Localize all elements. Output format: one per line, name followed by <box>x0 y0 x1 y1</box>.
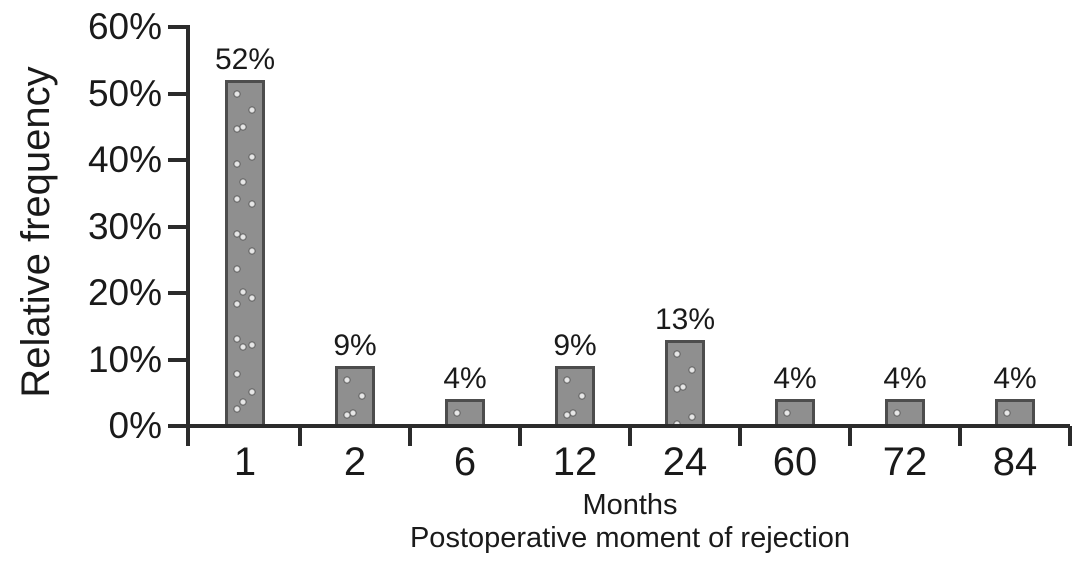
x-tick <box>628 426 632 446</box>
bar-value-label: 9% <box>553 329 597 363</box>
x-tick <box>298 426 302 446</box>
y-tick-label: 50% <box>87 72 162 114</box>
x-tick-label: 72 <box>882 440 928 484</box>
x-tick-label: 12 <box>552 440 598 484</box>
bar-value-label: 4% <box>993 362 1037 396</box>
y-tick <box>168 424 188 428</box>
y-axis-line <box>186 25 190 446</box>
y-tick-label: 30% <box>87 205 162 247</box>
bar-value-label: 52% <box>214 43 276 77</box>
y-tick <box>168 25 188 29</box>
bar-value-label: 4% <box>443 362 487 396</box>
bar-value-label: 4% <box>773 362 817 396</box>
x-tick <box>408 426 412 446</box>
x-tick-label: 6 <box>453 440 477 484</box>
x-tick-label: 2 <box>343 440 367 484</box>
bar <box>225 80 265 428</box>
bar-value-label: 4% <box>883 362 927 396</box>
x-tick <box>1068 426 1072 446</box>
x-tick <box>848 426 852 446</box>
x-axis-subtitle: Postoperative moment of rejection <box>409 522 851 554</box>
x-tick <box>738 426 742 446</box>
y-tick <box>168 291 188 295</box>
x-tick-label: 60 <box>772 440 818 484</box>
y-tick-label: 40% <box>87 139 162 180</box>
x-axis-title: Months <box>582 489 678 521</box>
y-tick-label: 20% <box>87 272 162 313</box>
y-tick-label: 60% <box>87 6 162 47</box>
x-tick-label: 24 <box>662 440 708 484</box>
bar <box>335 366 375 428</box>
y-tick-label: 10% <box>87 338 162 380</box>
bar <box>555 366 595 428</box>
y-tick <box>168 158 188 162</box>
x-tick <box>958 426 962 446</box>
y-tick <box>168 91 188 96</box>
y-tick <box>168 224 188 229</box>
x-tick-label: 84 <box>992 440 1038 484</box>
bar <box>665 339 705 428</box>
x-tick-label: 1 <box>233 440 257 484</box>
y-tick-label: 0% <box>108 405 162 446</box>
y-axis-title: Relative frequency <box>14 66 58 398</box>
y-tick <box>168 357 188 362</box>
x-tick <box>518 426 522 446</box>
bar-value-label: 13% <box>654 302 716 336</box>
bar-value-label: 9% <box>333 329 377 363</box>
